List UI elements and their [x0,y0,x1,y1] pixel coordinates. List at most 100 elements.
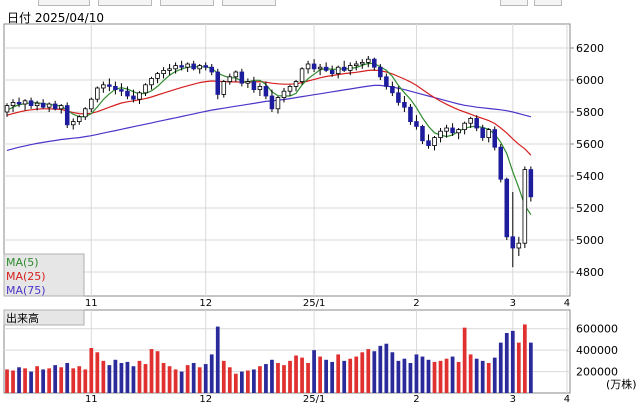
volume-bar [5,369,9,393]
volume-bar [486,363,491,393]
legend-box [3,253,85,297]
candle-body [456,129,461,134]
candle-body [257,86,263,91]
candle-body [390,86,395,94]
volume-bar [233,373,238,393]
candle-body [125,90,130,97]
candle-body [438,130,443,138]
volume-bar [294,355,298,393]
x-tick-label: 12 [199,394,212,405]
candle-body [299,68,305,83]
candle-body [22,100,28,105]
volume-bar [125,361,130,393]
toolbar-tab[interactable] [534,0,562,6]
candle-body [372,58,377,68]
toolbar-tab[interactable] [160,0,214,6]
candle-body [317,66,323,70]
volume-bar [444,358,449,393]
candle-body [155,73,160,79]
volume-bar [306,363,310,393]
candle-body [353,63,359,66]
candle-body [167,68,172,71]
candle-body [263,86,269,97]
candle-body [269,95,275,110]
volume-bar [426,359,431,393]
volume-bar [342,360,347,393]
volume-bar [450,356,455,393]
candle-body [287,86,293,92]
volume-bar [179,371,184,393]
candle-body [420,126,425,142]
toolbar-tab[interactable] [500,0,528,6]
volume-bar [119,363,124,393]
volume-bar [89,348,94,393]
candle-body [341,66,347,71]
legend-ma5: MA(5) [6,256,39,269]
price-y-tick-label: 5400 [576,170,604,183]
x-tick-label: 4 [564,298,570,309]
candle-body [305,63,311,70]
volume-bar [354,356,359,393]
x-axis-volume: 11 12 25/1 2 3 4 [85,394,570,405]
candle-body [221,81,227,95]
candle-body [233,71,239,78]
x-axis-price: 11 12 25/1 2 3 4 [85,298,570,309]
volume-title-box [3,309,85,326]
x-tick-label: 25/1 [303,394,325,405]
candle-body [10,102,16,107]
volume-bar [258,366,262,393]
volume-bar [366,349,371,393]
volume-bar [221,360,226,393]
x-tick-label: 11 [85,298,98,309]
volume-bar [414,354,419,393]
volume-bar [270,359,274,393]
volume-bar [312,350,316,393]
volume-bar [336,354,341,393]
volume-bar [384,343,389,393]
volume-bar [227,367,232,393]
volume-bar [137,360,142,393]
ma5-path [6,62,532,216]
ma75-line [6,84,532,151]
volume-bar [11,370,15,393]
candle-body [101,84,106,89]
volume-bar [203,364,208,393]
toolbar-tab[interactable] [222,0,276,6]
volume-bar [390,352,395,393]
volume-bar [83,369,88,393]
volume-y-tick-label: 400000 [576,344,618,357]
candle-body [28,100,34,107]
price-y-tick-label: 5200 [576,202,604,215]
x-tick-label: 2 [413,298,419,309]
volume-bar [360,352,365,393]
candle-body [281,90,287,98]
price-panel: 4800 5000 5200 5400 5600 5800 6000 6200 MA(5) M… [3,23,604,297]
candle-body [185,63,190,68]
candle-body [293,81,299,87]
volume-bar [65,363,70,393]
volume-bar [17,367,21,393]
toolbar-tab[interactable] [38,0,90,6]
volume-bar [504,333,509,393]
candle-body [378,66,383,78]
candle-body [347,65,353,71]
volume-bar [209,354,214,393]
candle-body [408,106,413,122]
volume-bar [498,342,503,393]
volume-bar [47,368,52,393]
volume-bar [239,371,244,393]
candle-body [516,242,522,249]
volume-bar [300,357,304,393]
toolbar-tab[interactable] [98,0,152,6]
volume-bar [456,361,461,393]
volume-title: 出来高 [6,311,39,325]
volume-bar [107,365,112,393]
volume-bar [113,359,118,393]
candle-body [275,97,281,110]
price-y-tick-label: 4800 [576,266,604,279]
volume-y-tick-label: 200000 [576,366,618,379]
x-tick-label: 2 [413,394,419,405]
volume-bar [420,356,425,393]
volume-bar [432,361,437,393]
candle-body [40,102,46,108]
